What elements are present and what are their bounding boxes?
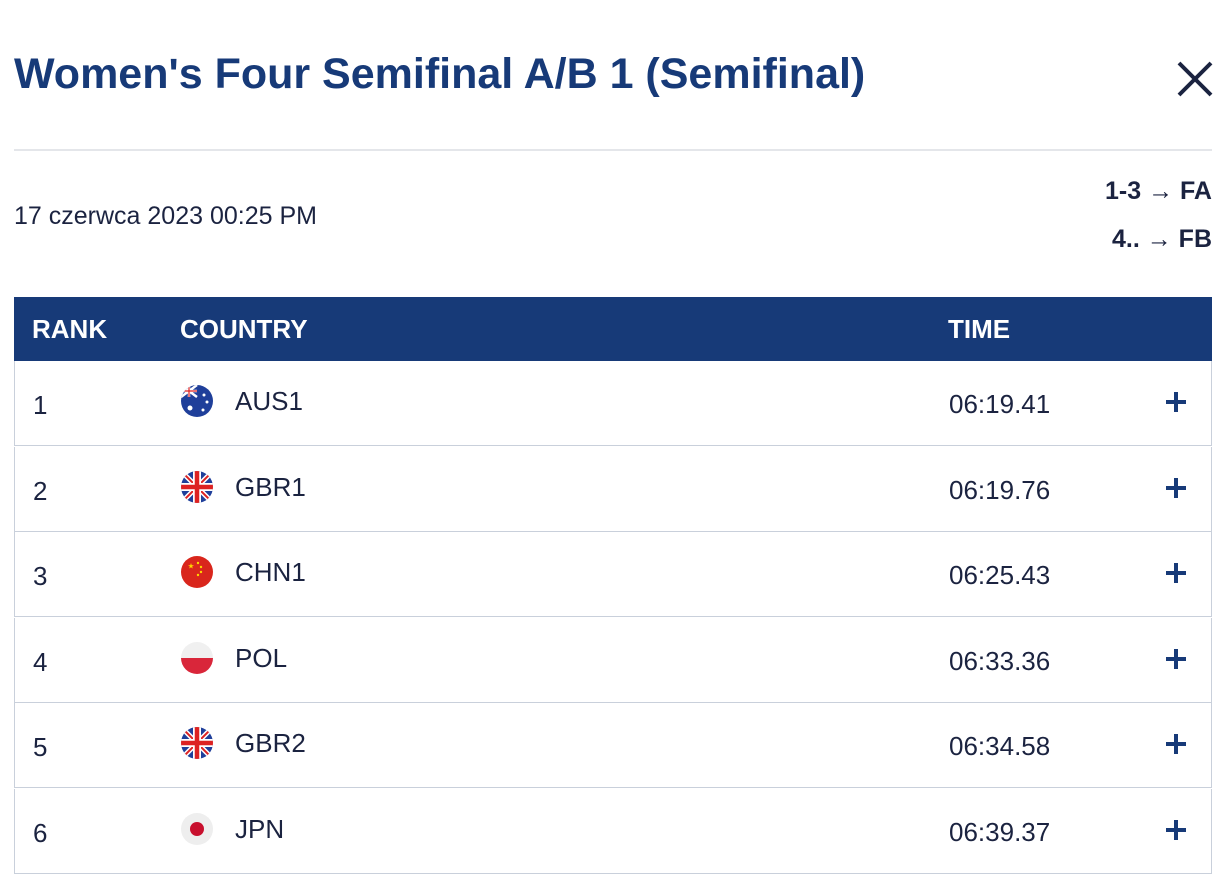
time: 06:34.58: [949, 731, 1051, 761]
flag-icon: [181, 727, 213, 766]
divider: [14, 149, 1212, 151]
column-header: TIME: [948, 314, 1011, 344]
expand-button[interactable]: [1165, 389, 1187, 420]
country: JPN: [235, 813, 285, 844]
flag-icon: [181, 641, 213, 681]
table-row: 5 GBR2 06:34.58: [14, 703, 1212, 788]
table-row: 3 CHN1 06:25.43: [14, 532, 1212, 617]
flag-icon: [181, 385, 213, 424]
time: 06:33.36: [949, 645, 1051, 676]
title: Women's Four Semifinal A/B 1 (Semifinal): [14, 50, 866, 98]
table-row: 6 JPN 06:39.37: [14, 788, 1212, 874]
time: 06:39.37: [949, 816, 1051, 847]
rank: 5: [33, 732, 48, 762]
country: POL: [235, 642, 288, 673]
flag-icon: [181, 812, 213, 852]
table-header: RANK COUNTRY TIME: [14, 297, 1212, 361]
rank: 6: [33, 817, 48, 848]
time: 06:19.41: [949, 389, 1051, 419]
country: GBR1: [235, 471, 306, 502]
expand-button[interactable]: [1165, 475, 1187, 506]
country: CHN1: [235, 557, 306, 587]
time: 06:19.76: [949, 474, 1051, 505]
rank: 1: [33, 390, 48, 420]
column-header: RANK: [32, 314, 108, 344]
expand-button[interactable]: [1165, 817, 1187, 848]
country: GBR2: [235, 728, 306, 758]
flag-icon: [181, 556, 213, 595]
progression-rule: 1-3 → FA: [1105, 177, 1212, 205]
progression-rule: 4.. → FB: [1111, 225, 1212, 253]
country: AUS1: [235, 386, 303, 416]
expand-button[interactable]: [1165, 646, 1187, 677]
expand-button[interactable]: [1165, 560, 1187, 591]
table-row: 4 POL 06:33.36: [14, 617, 1212, 703]
rank: 3: [33, 561, 48, 591]
rank: 2: [33, 475, 48, 506]
flag-icon: [181, 470, 213, 510]
expand-button[interactable]: [1165, 731, 1187, 762]
time: 06:25.43: [949, 560, 1051, 590]
rank: 4: [33, 646, 48, 677]
column-header: COUNTRY: [180, 314, 308, 344]
close-button[interactable]: [1176, 60, 1214, 98]
table-row: 1 AUS1 06:19.41: [14, 361, 1212, 446]
table-row: 2 GBR1 06:19.76: [14, 446, 1212, 532]
race-date: 17 czerwca 2023 00:25 PM: [14, 202, 317, 230]
